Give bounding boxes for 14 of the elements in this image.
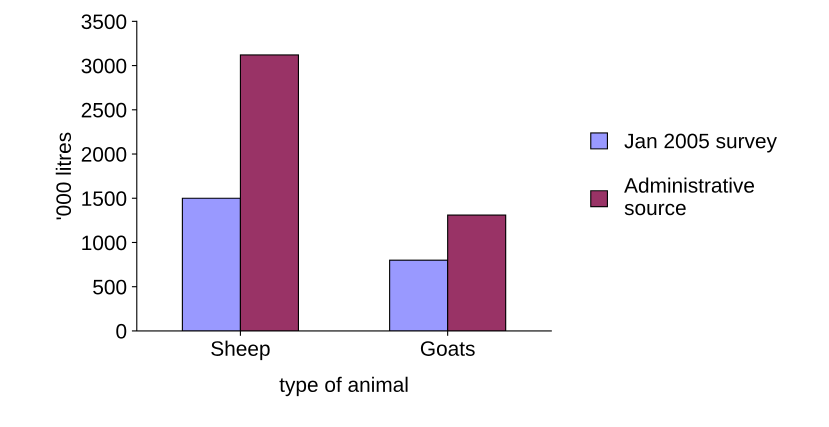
x-tick-label: Sheep [211, 340, 270, 360]
x-tick-label: Goats [420, 341, 475, 356]
y-tick-label: 1000 [82, 235, 126, 250]
y-tick-label: 2000 [82, 147, 126, 162]
y-tick-label: 2500 [82, 102, 126, 118]
y-tick-label: 3500 [82, 14, 126, 30]
legend-label: Jan 2005 survey [624, 134, 777, 152]
y-axis-title: '000 litres [56, 132, 72, 220]
y-tick-label: 1500 [82, 191, 126, 206]
x-axis-title: type of animal [280, 376, 408, 396]
y-tick-label: 500 [93, 280, 126, 294]
legend-label: Administrative source [624, 177, 754, 216]
y-tick-label: 0 [116, 324, 126, 339]
y-tick-label: 3000 [82, 58, 126, 74]
